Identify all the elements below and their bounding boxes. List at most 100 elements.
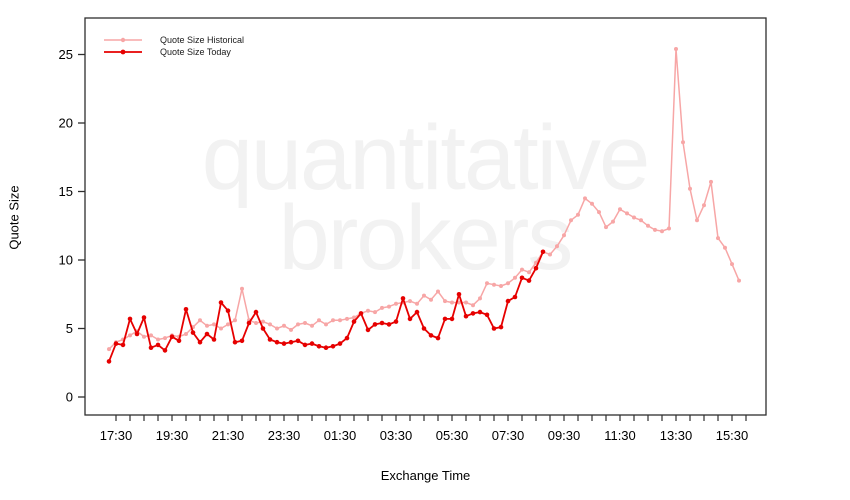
series-point-today xyxy=(281,341,287,346)
series-point-today xyxy=(442,316,448,322)
series-point-today xyxy=(148,345,154,351)
series-point-today xyxy=(162,348,168,353)
y-tick-label: 25 xyxy=(59,47,73,62)
series-point-historical xyxy=(184,332,188,336)
series-point-today xyxy=(309,341,315,346)
series-point-historical xyxy=(492,282,496,287)
series-point-today xyxy=(540,249,546,255)
series-point-historical xyxy=(646,223,650,228)
series-point-today xyxy=(197,339,203,345)
series-point-historical xyxy=(352,315,356,320)
series-point-historical xyxy=(317,318,321,323)
series-point-historical xyxy=(436,289,440,294)
series-point-historical xyxy=(219,326,223,331)
series-point-historical xyxy=(562,233,566,238)
series-point-today xyxy=(449,316,455,322)
series-point-historical xyxy=(268,322,272,327)
series-point-historical xyxy=(590,201,594,206)
x-tick-label: 21:30 xyxy=(212,428,245,443)
series-point-today xyxy=(407,316,413,322)
series-point-today xyxy=(344,335,350,341)
series-point-today xyxy=(533,265,539,271)
series-point-historical xyxy=(443,299,447,304)
series-point-today xyxy=(127,316,133,322)
series-point-historical xyxy=(737,278,741,283)
series-point-today xyxy=(386,322,392,327)
series-point-historical xyxy=(289,327,293,332)
series-point-historical xyxy=(632,215,636,220)
series-point-historical xyxy=(233,318,237,323)
series-point-historical xyxy=(205,323,209,328)
legend: Quote Size Historical Quote Size Today xyxy=(104,34,244,58)
series-point-today xyxy=(176,338,182,344)
series-point-today xyxy=(267,337,273,342)
series-point-historical xyxy=(380,305,384,310)
y-tick-label: 0 xyxy=(66,390,73,405)
series-point-historical xyxy=(156,337,160,342)
x-axis-title: Exchange Time xyxy=(380,468,471,483)
series-point-today xyxy=(393,319,399,324)
series-point-today xyxy=(330,344,336,349)
series-point-historical xyxy=(513,275,517,280)
series-point-today xyxy=(204,331,210,337)
x-tick-label: 19:30 xyxy=(156,428,189,443)
series-point-historical xyxy=(730,262,734,267)
series-point-today xyxy=(337,341,343,346)
series-point-today xyxy=(253,309,259,315)
series-point-historical xyxy=(261,319,265,324)
series-point-today xyxy=(288,339,294,345)
series-point-today xyxy=(358,311,364,316)
series-point-historical xyxy=(296,322,300,327)
x-tick-label: 11:30 xyxy=(604,428,636,443)
series-point-today xyxy=(218,300,224,305)
series-point-today xyxy=(211,337,217,342)
x-tick-label: 17:30 xyxy=(100,428,133,443)
series-point-historical xyxy=(415,301,419,306)
series-point-today xyxy=(498,324,504,330)
series-point-today xyxy=(372,322,378,327)
series-point-today xyxy=(463,313,469,319)
series-point-today xyxy=(379,320,385,326)
series-point-today xyxy=(169,334,175,340)
series-point-today xyxy=(512,294,518,300)
series-point-today xyxy=(113,341,119,346)
series-point-historical xyxy=(394,301,398,306)
legend-line-today-icon xyxy=(104,49,142,55)
series-point-today xyxy=(365,327,371,333)
series-point-historical xyxy=(345,316,349,321)
series-point-today xyxy=(477,309,483,315)
series-point-today xyxy=(260,326,266,331)
series-line-today xyxy=(108,251,544,362)
x-tick-label: 01:30 xyxy=(324,428,357,443)
x-tick-label: 23:30 xyxy=(268,428,301,443)
x-tick-label: 13:30 xyxy=(660,428,693,443)
legend-line-historical-icon xyxy=(104,37,142,43)
series-point-today xyxy=(190,330,196,335)
y-tick-label: 15 xyxy=(59,184,73,199)
series-point-historical xyxy=(464,300,468,305)
series-point-historical xyxy=(107,347,111,352)
series-point-today xyxy=(134,331,140,337)
series-point-historical xyxy=(429,297,433,302)
series-point-today xyxy=(435,335,441,341)
series-point-historical xyxy=(548,252,552,257)
series-line-historical xyxy=(108,48,740,350)
series-point-historical xyxy=(471,303,475,308)
series-point-historical xyxy=(240,286,244,291)
series-point-historical xyxy=(163,336,167,341)
series-point-today xyxy=(274,339,280,345)
series-point-historical xyxy=(198,318,202,323)
series-point-today xyxy=(106,359,112,364)
series-point-historical xyxy=(212,322,216,327)
series-point-historical xyxy=(128,333,132,338)
series-point-historical xyxy=(485,281,489,286)
series-point-historical xyxy=(499,284,503,288)
series-point-historical xyxy=(408,299,412,304)
series-point-historical xyxy=(303,321,307,325)
series-point-historical xyxy=(478,296,482,301)
series-point-today xyxy=(120,342,126,348)
series-point-historical xyxy=(366,308,370,313)
plot-box xyxy=(84,17,767,416)
series-point-historical xyxy=(373,310,377,315)
